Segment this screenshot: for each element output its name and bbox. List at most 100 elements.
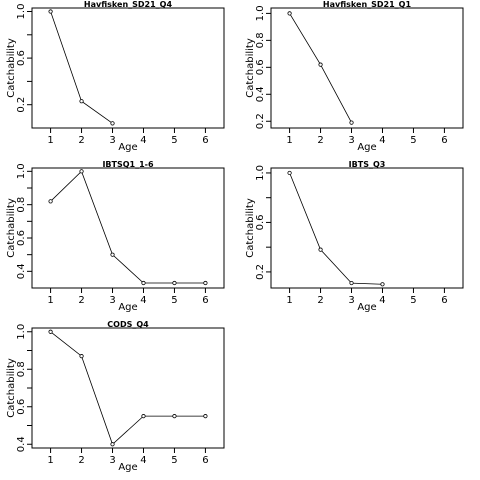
chart-title: IBTSQ1_1-6	[102, 160, 154, 169]
x-tick-label: 3	[109, 295, 115, 306]
data-point	[349, 120, 354, 125]
x-tick-label: 2	[317, 135, 323, 146]
data-point	[380, 282, 385, 287]
chart-panel-2: Havfisken_SD21_Q1 1 2 3 4 5 6 Age 0.2 0.4 0.6 0.8 1.…	[245, 0, 464, 153]
data-point	[79, 169, 84, 174]
x-axis-label: Age	[118, 302, 137, 313]
series-line	[289, 13, 352, 123]
data-point	[203, 414, 208, 419]
y-tick-label: 1.0	[255, 5, 266, 21]
x-tick-label: 4	[379, 295, 385, 306]
chart-title: IBTS_Q3	[349, 160, 386, 169]
data-point	[48, 199, 53, 204]
x-axis-label: Age	[357, 142, 376, 153]
x-tick-label: 6	[202, 455, 208, 466]
x-axis-label: Age	[118, 462, 137, 473]
data-point	[110, 442, 115, 447]
y-tick-label: 0.8	[16, 361, 27, 377]
x-tick-label: 5	[171, 135, 177, 146]
y-axis-label: Catchability	[245, 38, 256, 98]
series-line	[50, 11, 113, 124]
data-point	[79, 354, 84, 359]
x-tick-label: 4	[140, 455, 146, 466]
data-point	[141, 280, 146, 286]
plot-frame	[270, 167, 464, 289]
data-point	[48, 9, 53, 14]
data-point	[141, 414, 146, 419]
y-tick-label: 0.8	[16, 197, 27, 213]
x-tick-label: 1	[47, 455, 53, 466]
data-point	[48, 329, 53, 334]
x-tick-label: 2	[317, 295, 323, 306]
chart-panel-5: CODS_Q4 1 2 3 4 5 6 Age 0.4 0.6 0.8 1.0 Catchability	[6, 320, 225, 473]
y-tick-label: 0.6	[255, 59, 266, 75]
series-line	[50, 170, 206, 284]
y-tick-label: 1.0	[16, 163, 27, 179]
y-tick-label: 0.8	[255, 32, 266, 48]
x-tick-label: 1	[47, 295, 53, 306]
x-tick-label: 4	[140, 295, 146, 306]
x-tick-label: 6	[441, 295, 447, 306]
y-tick-label: 0.4	[16, 263, 27, 279]
x-tick-label: 1	[47, 135, 53, 146]
y-tick-label: 0.6	[16, 399, 27, 415]
x-tick-label: 2	[78, 135, 84, 146]
x-tick-label: 5	[410, 295, 416, 306]
x-tick-label: 4	[140, 135, 146, 146]
chart-title: Havfisken_SD21_Q1	[323, 0, 412, 9]
x-tick-label: 3	[348, 135, 354, 146]
x-tick-label: 3	[109, 455, 115, 466]
y-tick-label: 0.2	[255, 264, 266, 280]
x-tick-label: 6	[441, 135, 447, 146]
chart-panel-3: IBTSQ1_1-6 1 2 3 4 5 6 Age 0.4 0.6 0.8 1.0 Catchabil…	[6, 160, 225, 313]
chart-title: CODS_Q4	[107, 320, 149, 329]
x-axis-label: Age	[118, 142, 137, 153]
x-tick-label: 6	[202, 295, 208, 306]
plot-frame	[31, 167, 225, 289]
data-point	[79, 99, 84, 104]
x-tick-label: 3	[348, 295, 354, 306]
x-tick-label: 2	[78, 455, 84, 466]
y-tick-label: 0.4	[255, 86, 266, 102]
y-tick-label: 1.0	[255, 165, 266, 181]
data-point	[203, 280, 208, 286]
data-point	[287, 11, 292, 16]
y-axis-label: Catchability	[245, 198, 256, 258]
y-axis-label: Catchability	[6, 198, 17, 258]
chart-title: Havfisken_SD21_Q4	[84, 0, 173, 9]
y-axis-label: Catchability	[6, 38, 17, 98]
x-tick-label: 2	[78, 295, 84, 306]
y-tick-label: 0.6	[16, 230, 27, 246]
x-tick-label: 5	[171, 455, 177, 466]
y-axis-label: Catchability	[6, 358, 17, 418]
x-tick-label: 6	[202, 135, 208, 146]
data-point	[318, 247, 323, 252]
y-tick-label: 0.4	[16, 436, 27, 452]
y-tick-label: 0.2	[16, 97, 27, 113]
series-line	[50, 331, 206, 446]
chart-panel-1: Havfisken_SD21_Q4 1 2 3 4 5 6 Age 0.2 0.6 1.0 Catch…	[6, 0, 225, 153]
data-point	[110, 121, 115, 126]
plot-frame	[31, 7, 225, 129]
data-point	[110, 252, 115, 257]
x-tick-label: 3	[109, 135, 115, 146]
y-tick-label: 0.6	[255, 214, 266, 230]
data-point	[287, 170, 292, 176]
data-point	[318, 62, 323, 67]
x-tick-label: 5	[410, 135, 416, 146]
y-tick-label: 1.0	[16, 324, 27, 340]
plot-frame	[270, 7, 464, 129]
y-tick-label: 1.0	[16, 4, 27, 20]
x-tick-label: 1	[286, 295, 292, 306]
y-tick-label: 0.2	[255, 113, 266, 129]
x-tick-label: 5	[171, 295, 177, 306]
x-axis-label: Age	[357, 302, 376, 313]
data-point	[172, 280, 177, 286]
chart-panel-4: IBTS_Q3 1 2 3 4 5 6 Age 0.2 0.6 1.0 Catchability	[245, 160, 464, 313]
x-tick-label: 4	[379, 135, 385, 146]
series-line	[289, 172, 383, 285]
y-tick-label: 0.6	[16, 50, 27, 66]
data-point	[349, 280, 354, 286]
data-point	[172, 414, 177, 419]
